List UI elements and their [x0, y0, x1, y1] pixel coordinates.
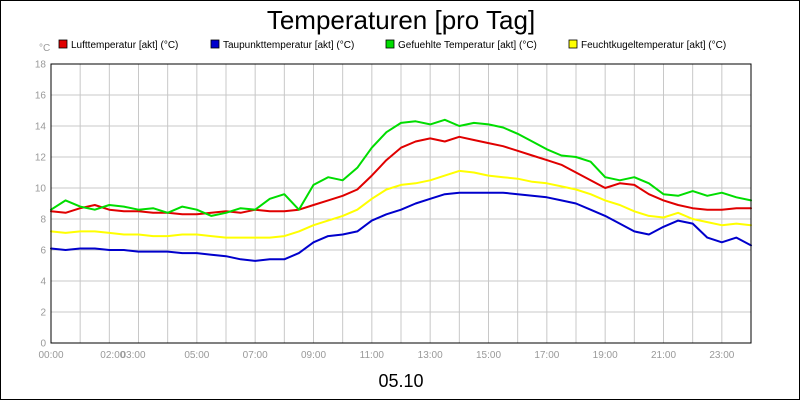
- date-label: 05.10: [378, 371, 423, 391]
- x-tick-label: 02:00: [100, 350, 125, 361]
- x-tick-label: 07:00: [243, 350, 268, 361]
- y-tick-label: 6: [40, 246, 46, 257]
- series-lines: [50, 118, 752, 262]
- x-tick-label: 15:00: [476, 350, 501, 361]
- series-line-1: [50, 191, 752, 262]
- legend-label: Taupunkttemperatur [akt] (°C): [223, 40, 354, 51]
- x-tick-label: 23:00: [709, 350, 734, 361]
- legend-swatch: [385, 39, 395, 49]
- y-tick-label: 8: [40, 215, 46, 226]
- legend-label: Feuchtkugeltemperatur [akt] (°C): [581, 40, 726, 51]
- y-axis-ticks: 0 2 4 6 8 10 12 14 16 18: [35, 60, 47, 350]
- y-axis-unit: °C: [39, 43, 50, 54]
- chart-title: Temperaturen [pro Tag]: [267, 5, 535, 35]
- plot-area-border: [50, 63, 752, 344]
- grid: [51, 63, 751, 344]
- y-tick-label: 16: [35, 91, 47, 102]
- y-tick-label: 14: [35, 122, 47, 133]
- x-tick-label: 21:00: [651, 350, 676, 361]
- x-tick-label: 13:00: [418, 350, 443, 361]
- legend-swatch: [58, 39, 68, 49]
- series-line-3: [50, 169, 752, 239]
- x-tick-label: 03:00: [121, 350, 146, 361]
- x-tick-label: 19:00: [593, 350, 618, 361]
- y-tick-label: 18: [35, 60, 47, 71]
- x-tick-label: 05:00: [184, 350, 209, 361]
- y-tick-label: 2: [40, 308, 46, 319]
- x-tick-label: 09:00: [301, 350, 326, 361]
- legend: Lufttemperatur [akt] (°C) Taupunkttempera…: [58, 39, 726, 51]
- legend-label: Gefuehlte Temperatur [akt] (°C): [398, 40, 537, 51]
- x-tick-label: 17:00: [534, 350, 559, 361]
- y-tick-label: 10: [35, 184, 47, 195]
- y-tick-label: 4: [40, 277, 46, 288]
- series-line-2: [50, 118, 752, 217]
- x-tick-label: 11:00: [360, 350, 385, 361]
- legend-swatch: [210, 39, 220, 49]
- legend-swatch: [568, 39, 578, 49]
- legend-label: Lufttemperatur [akt] (°C): [71, 40, 178, 51]
- y-tick-label: 12: [35, 153, 47, 164]
- y-tick-label: 0: [40, 339, 46, 350]
- x-tick-label: 00:00: [38, 350, 63, 361]
